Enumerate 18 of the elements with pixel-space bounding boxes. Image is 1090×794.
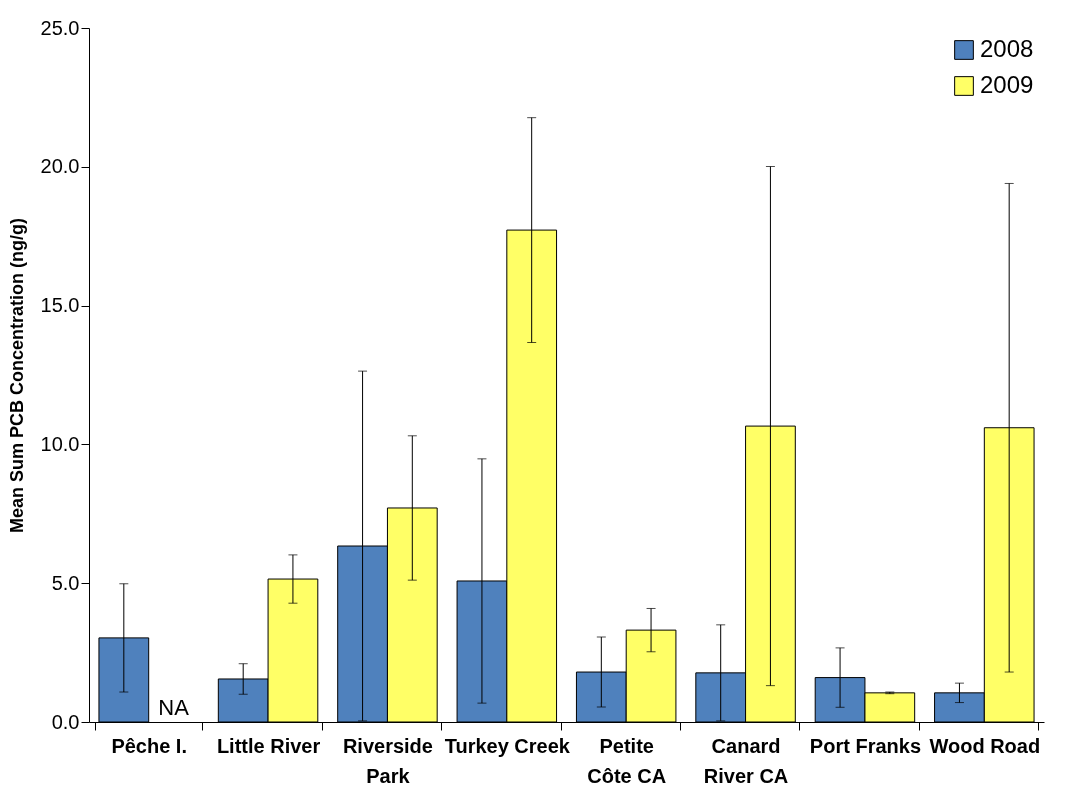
x-tick-label: Pêche I. [111,734,187,757]
y-tick-label: 20.0 [40,155,80,178]
x-tick-label: Riverside Park [342,734,433,787]
y-tick-label: 15.0 [40,294,80,317]
x-tick-label: Petite Côte CA [587,734,667,787]
annotation: NA [158,695,190,720]
x-tick-label: Port Franks [809,734,922,757]
x-tick-label: Canard River CA [703,734,789,787]
x-tick-label: Wood Road [929,734,1041,757]
y-tick-label: 10.0 [40,432,80,455]
y-tick-label: 5.0 [51,571,80,594]
y-axis-title: Mean Sum PCB Concentration (ng/g) [6,217,27,533]
x-tick-label: Little River [216,734,321,757]
legend-label: 2008 [980,35,1034,62]
legend-label: 2009 [980,71,1034,98]
x-tick-label: Turkey Creek [444,734,571,757]
y-tick-label: 25.0 [40,16,80,39]
y-tick-label: 0.0 [51,710,80,733]
